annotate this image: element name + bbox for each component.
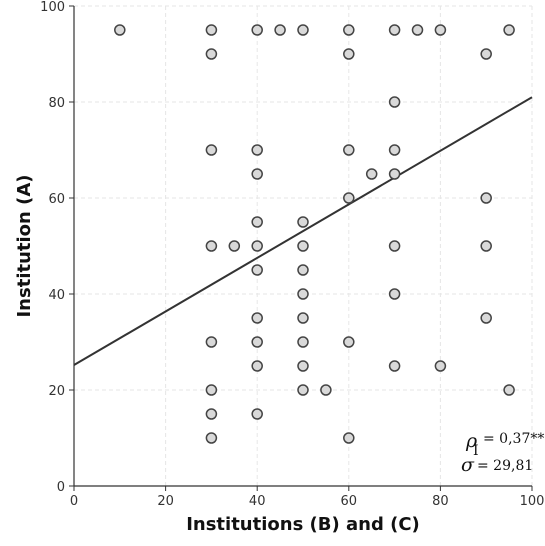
data-point <box>320 384 332 396</box>
data-point <box>205 408 218 420</box>
data-point <box>388 288 401 300</box>
data-point <box>343 336 355 348</box>
data-point <box>388 240 401 252</box>
data-point <box>297 312 309 324</box>
data-point <box>297 336 309 348</box>
x-tick-label: 80 <box>432 494 449 509</box>
y-tick-label: 20 <box>48 384 65 399</box>
data-point <box>251 216 263 228</box>
data-point <box>205 384 218 396</box>
data-point <box>434 24 447 36</box>
data-point <box>297 216 309 228</box>
data-point <box>503 24 515 36</box>
y-tick-label: 60 <box>48 192 65 207</box>
data-point <box>480 240 492 252</box>
data-point <box>297 360 309 372</box>
data-points <box>114 24 515 444</box>
data-point <box>251 312 263 324</box>
regression-line <box>73 96 533 366</box>
data-point <box>297 24 309 36</box>
y-tick-label: 0 <box>57 480 65 495</box>
data-point <box>297 240 309 252</box>
data-point <box>251 360 263 372</box>
sigma-symbol: σ <box>461 454 475 476</box>
data-point <box>388 168 401 180</box>
data-point <box>297 288 309 300</box>
data-point <box>251 240 263 252</box>
data-point <box>388 144 401 156</box>
y-axis-title: Institution (A) <box>14 174 35 317</box>
data-point <box>274 24 286 36</box>
rho-value: = 0,37** <box>483 431 544 447</box>
data-point <box>388 24 401 36</box>
data-point <box>205 432 218 444</box>
sigma-value: = 29,81 <box>477 458 533 474</box>
data-point <box>251 168 263 180</box>
data-point <box>411 24 424 36</box>
data-point <box>251 408 263 420</box>
data-point <box>114 24 126 36</box>
data-point <box>228 240 241 252</box>
y-tick-label: 100 <box>40 0 65 15</box>
correlation-annotation: ρ I = 0,37** σ = 29,81 <box>461 430 544 476</box>
data-point <box>480 192 492 204</box>
data-point <box>480 312 492 324</box>
data-point <box>205 48 218 60</box>
data-point <box>343 48 355 60</box>
data-point <box>388 96 401 108</box>
data-point <box>343 144 355 156</box>
data-point <box>251 264 263 276</box>
data-point <box>297 264 309 276</box>
data-point <box>434 360 447 372</box>
axes <box>69 5 533 491</box>
rho-subscript: I <box>473 443 479 459</box>
y-tick-label: 80 <box>48 96 65 111</box>
x-tick-label: 60 <box>341 494 358 509</box>
data-point <box>503 384 515 396</box>
x-tick-label: 20 <box>157 494 174 509</box>
data-point <box>388 360 401 372</box>
data-point <box>343 432 355 444</box>
data-point <box>365 168 378 180</box>
data-point <box>205 240 218 252</box>
rho-symbol: ρ <box>465 430 478 452</box>
data-point <box>251 24 263 36</box>
data-point <box>205 336 218 348</box>
data-point <box>297 384 309 396</box>
data-point <box>343 24 355 36</box>
x-tick-label: 0 <box>70 494 78 509</box>
data-point <box>251 336 263 348</box>
data-point <box>480 48 492 60</box>
data-point <box>205 24 218 36</box>
data-point <box>251 144 263 156</box>
x-axis-title: Institutions (B) and (C) <box>186 514 420 535</box>
data-point <box>205 144 218 156</box>
x-tick-label: 100 <box>520 494 545 509</box>
x-tick-label: 40 <box>249 494 266 509</box>
data-point <box>343 192 355 204</box>
tick-labels: 0 20 40 60 80 100 0 20 40 60 80 100 <box>40 0 544 509</box>
y-tick-label: 40 <box>48 288 65 303</box>
